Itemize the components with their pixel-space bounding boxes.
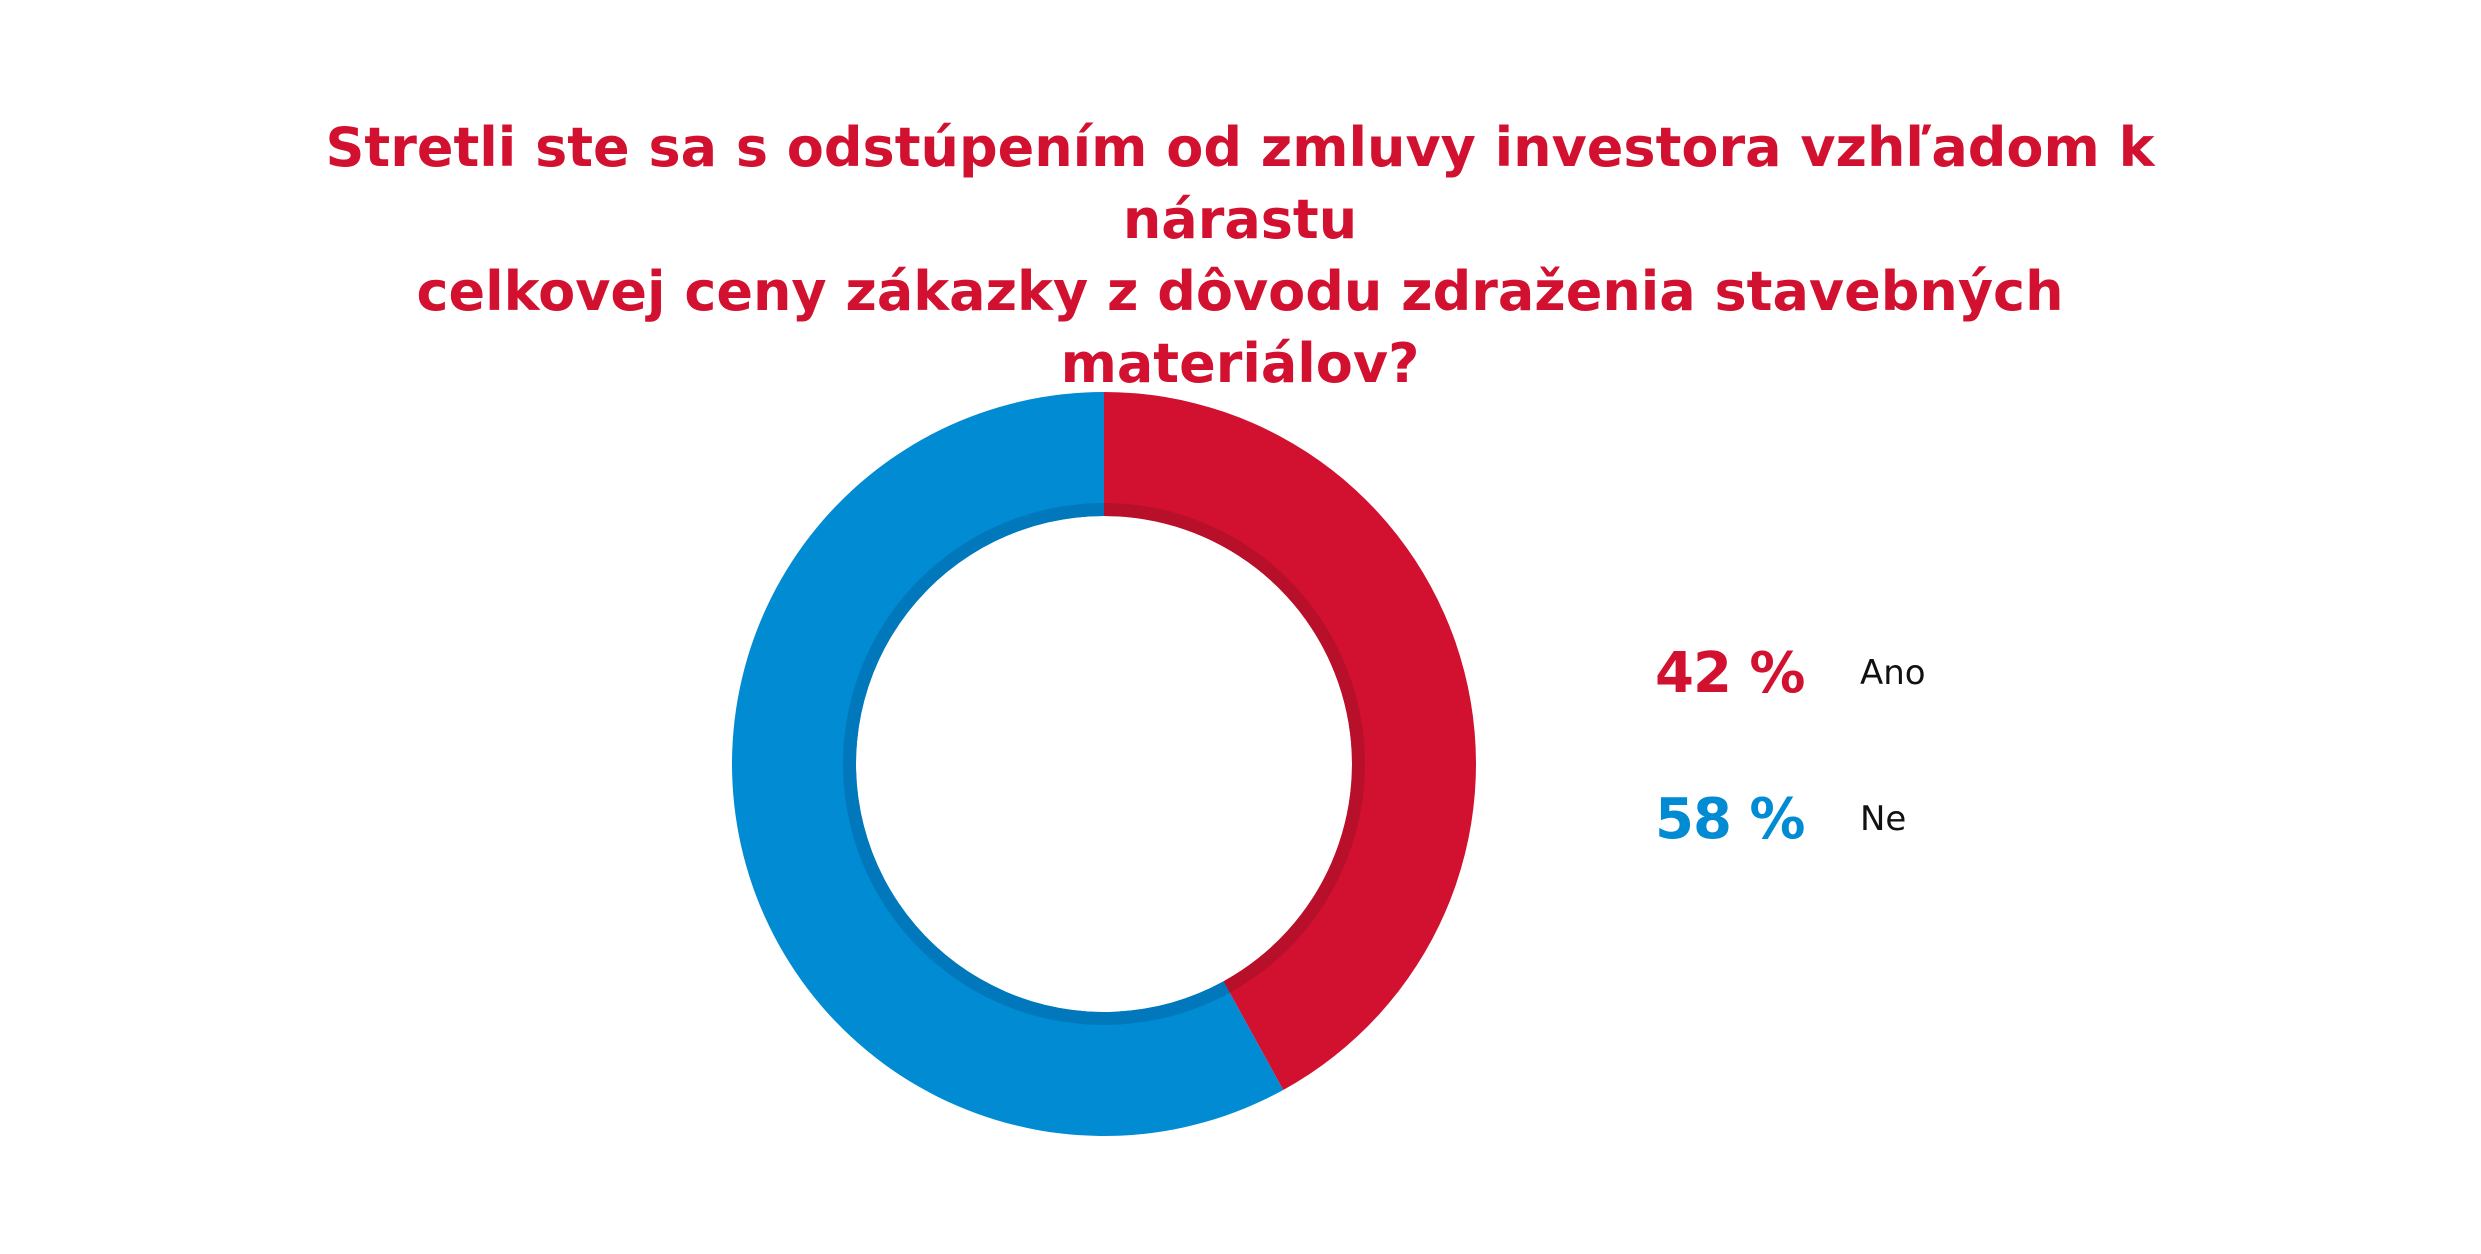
legend-value-ne: 58 % [1655, 786, 1806, 852]
donut-slice-ano [1104, 392, 1477, 1090]
chart-title-line-1: Stretli ste sa s odstúpením od zmluvy in… [325, 116, 2155, 251]
legend-value-ano: 42 % [1655, 640, 1806, 706]
donut-inner-shadow [842, 503, 1365, 1025]
donut-slice-ne [732, 392, 1284, 1136]
chart-title: Stretli ste sa s odstúpením od zmluvy in… [240, 112, 2240, 400]
chart-title-line-2: celkovej ceny zákazky z dôvodu zdraženia… [416, 260, 2064, 395]
legend-item-ne: 58 % Ne [1655, 779, 1906, 859]
legend-label-ano: Ano [1860, 653, 1926, 693]
legend-label-ne: Ne [1860, 799, 1907, 839]
donut-slices [732, 392, 1477, 1136]
legend-item-ano: 42 % Ano [1655, 633, 1926, 713]
